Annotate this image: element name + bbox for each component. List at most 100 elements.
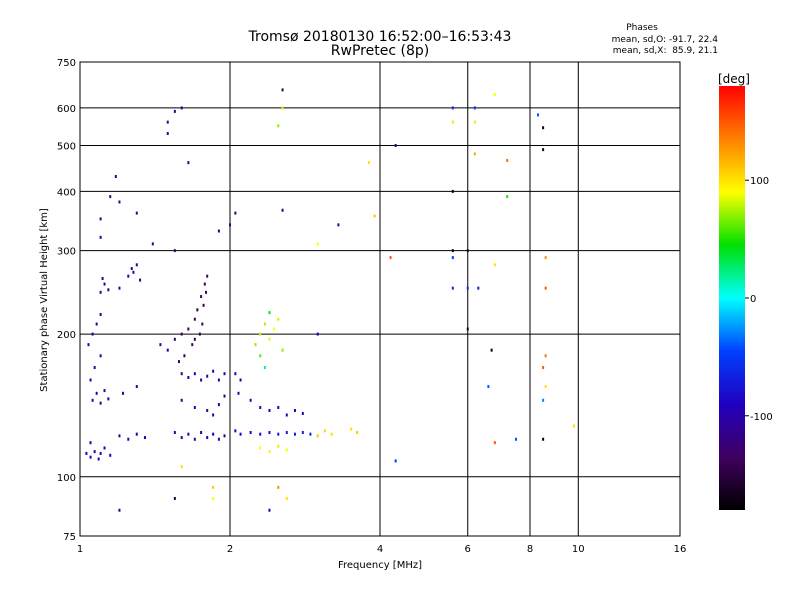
data-point <box>87 343 90 347</box>
colorbar-tick-label: 100 <box>750 176 769 187</box>
data-point <box>477 286 480 290</box>
data-point <box>204 290 207 294</box>
data-point <box>309 432 312 436</box>
data-point <box>212 485 215 489</box>
data-point <box>109 453 112 457</box>
data-point <box>506 158 509 162</box>
data-point <box>234 429 237 433</box>
data-points <box>85 88 575 512</box>
data-point <box>316 434 319 438</box>
data-point <box>193 317 196 321</box>
data-point <box>212 496 215 500</box>
data-point <box>536 113 539 117</box>
data-point <box>316 332 319 336</box>
y-tick-label: 400 <box>57 187 76 198</box>
chart-subtitle: RwPretec (8p) <box>331 43 429 59</box>
info-block: Phases mean, sd,O: -91.7, 22.4 mean, sd,… <box>612 23 719 56</box>
data-point <box>323 429 326 433</box>
data-point <box>451 120 454 124</box>
data-point <box>277 444 280 448</box>
data-point <box>206 274 209 278</box>
data-point <box>542 126 545 130</box>
data-point <box>193 337 196 341</box>
data-point <box>544 256 547 260</box>
colorbar-tick-label: -100 <box>750 412 773 423</box>
data-point <box>249 430 252 434</box>
data-point <box>200 378 203 382</box>
data-point <box>316 242 319 246</box>
data-point <box>212 432 215 436</box>
data-point <box>118 508 121 512</box>
data-point <box>191 343 194 347</box>
data-point <box>473 106 476 110</box>
data-point <box>151 242 154 246</box>
data-point <box>173 496 176 500</box>
data-point <box>198 332 201 336</box>
data-point <box>118 286 121 290</box>
data-point <box>268 408 271 412</box>
data-point <box>466 327 469 331</box>
colorbar <box>719 86 745 510</box>
info-heading: Phases <box>626 23 658 33</box>
data-point <box>367 161 370 165</box>
data-point <box>193 372 196 376</box>
plot-frame <box>79 61 681 537</box>
data-point <box>259 432 262 436</box>
data-point <box>91 332 94 336</box>
data-point <box>109 195 112 199</box>
data-point <box>212 369 215 373</box>
data-point <box>281 348 284 352</box>
data-point <box>217 229 220 233</box>
data-point <box>93 450 96 454</box>
chart-title: Tromsø 20180130 16:52:00–16:53:43 <box>248 29 512 45</box>
y-tick-label: 200 <box>57 330 76 341</box>
data-point <box>259 332 262 336</box>
colorbar-ticks: 100 0 -100 <box>745 176 773 423</box>
data-point <box>180 372 183 376</box>
data-point <box>249 398 252 402</box>
y-tick-label: 100 <box>57 473 76 484</box>
data-point <box>93 366 96 370</box>
data-point <box>473 152 476 156</box>
data-point <box>173 109 176 113</box>
data-point <box>356 430 359 434</box>
data-point <box>239 378 242 382</box>
data-point <box>277 406 280 410</box>
data-point <box>99 401 102 405</box>
data-point <box>394 143 397 147</box>
data-point <box>203 282 206 286</box>
data-point <box>285 430 288 434</box>
data-point <box>177 360 180 364</box>
data-point <box>187 375 190 379</box>
y-tick-label: 75 <box>63 532 76 543</box>
data-point <box>159 343 162 347</box>
x-tick-label: 2 <box>227 544 233 555</box>
data-point <box>107 397 110 401</box>
data-point <box>127 437 130 441</box>
data-point <box>135 432 138 436</box>
data-point <box>268 450 271 454</box>
data-point <box>180 332 183 336</box>
data-point <box>285 448 288 452</box>
data-point <box>544 385 547 389</box>
data-point <box>212 413 215 417</box>
data-point <box>350 427 353 431</box>
data-point <box>493 93 496 97</box>
data-point <box>173 430 176 434</box>
data-point <box>268 337 271 341</box>
x-tick-label: 4 <box>377 544 383 555</box>
data-point <box>97 457 100 461</box>
data-point <box>268 508 271 512</box>
data-point <box>89 441 92 445</box>
data-point <box>202 303 205 307</box>
data-point <box>173 337 176 341</box>
data-point <box>473 120 476 124</box>
data-point <box>223 394 226 398</box>
data-point <box>237 391 240 395</box>
data-point <box>85 451 88 455</box>
data-point <box>544 354 547 358</box>
data-point <box>281 88 284 92</box>
data-point <box>268 311 271 315</box>
data-point <box>183 354 186 358</box>
data-point <box>451 249 454 253</box>
